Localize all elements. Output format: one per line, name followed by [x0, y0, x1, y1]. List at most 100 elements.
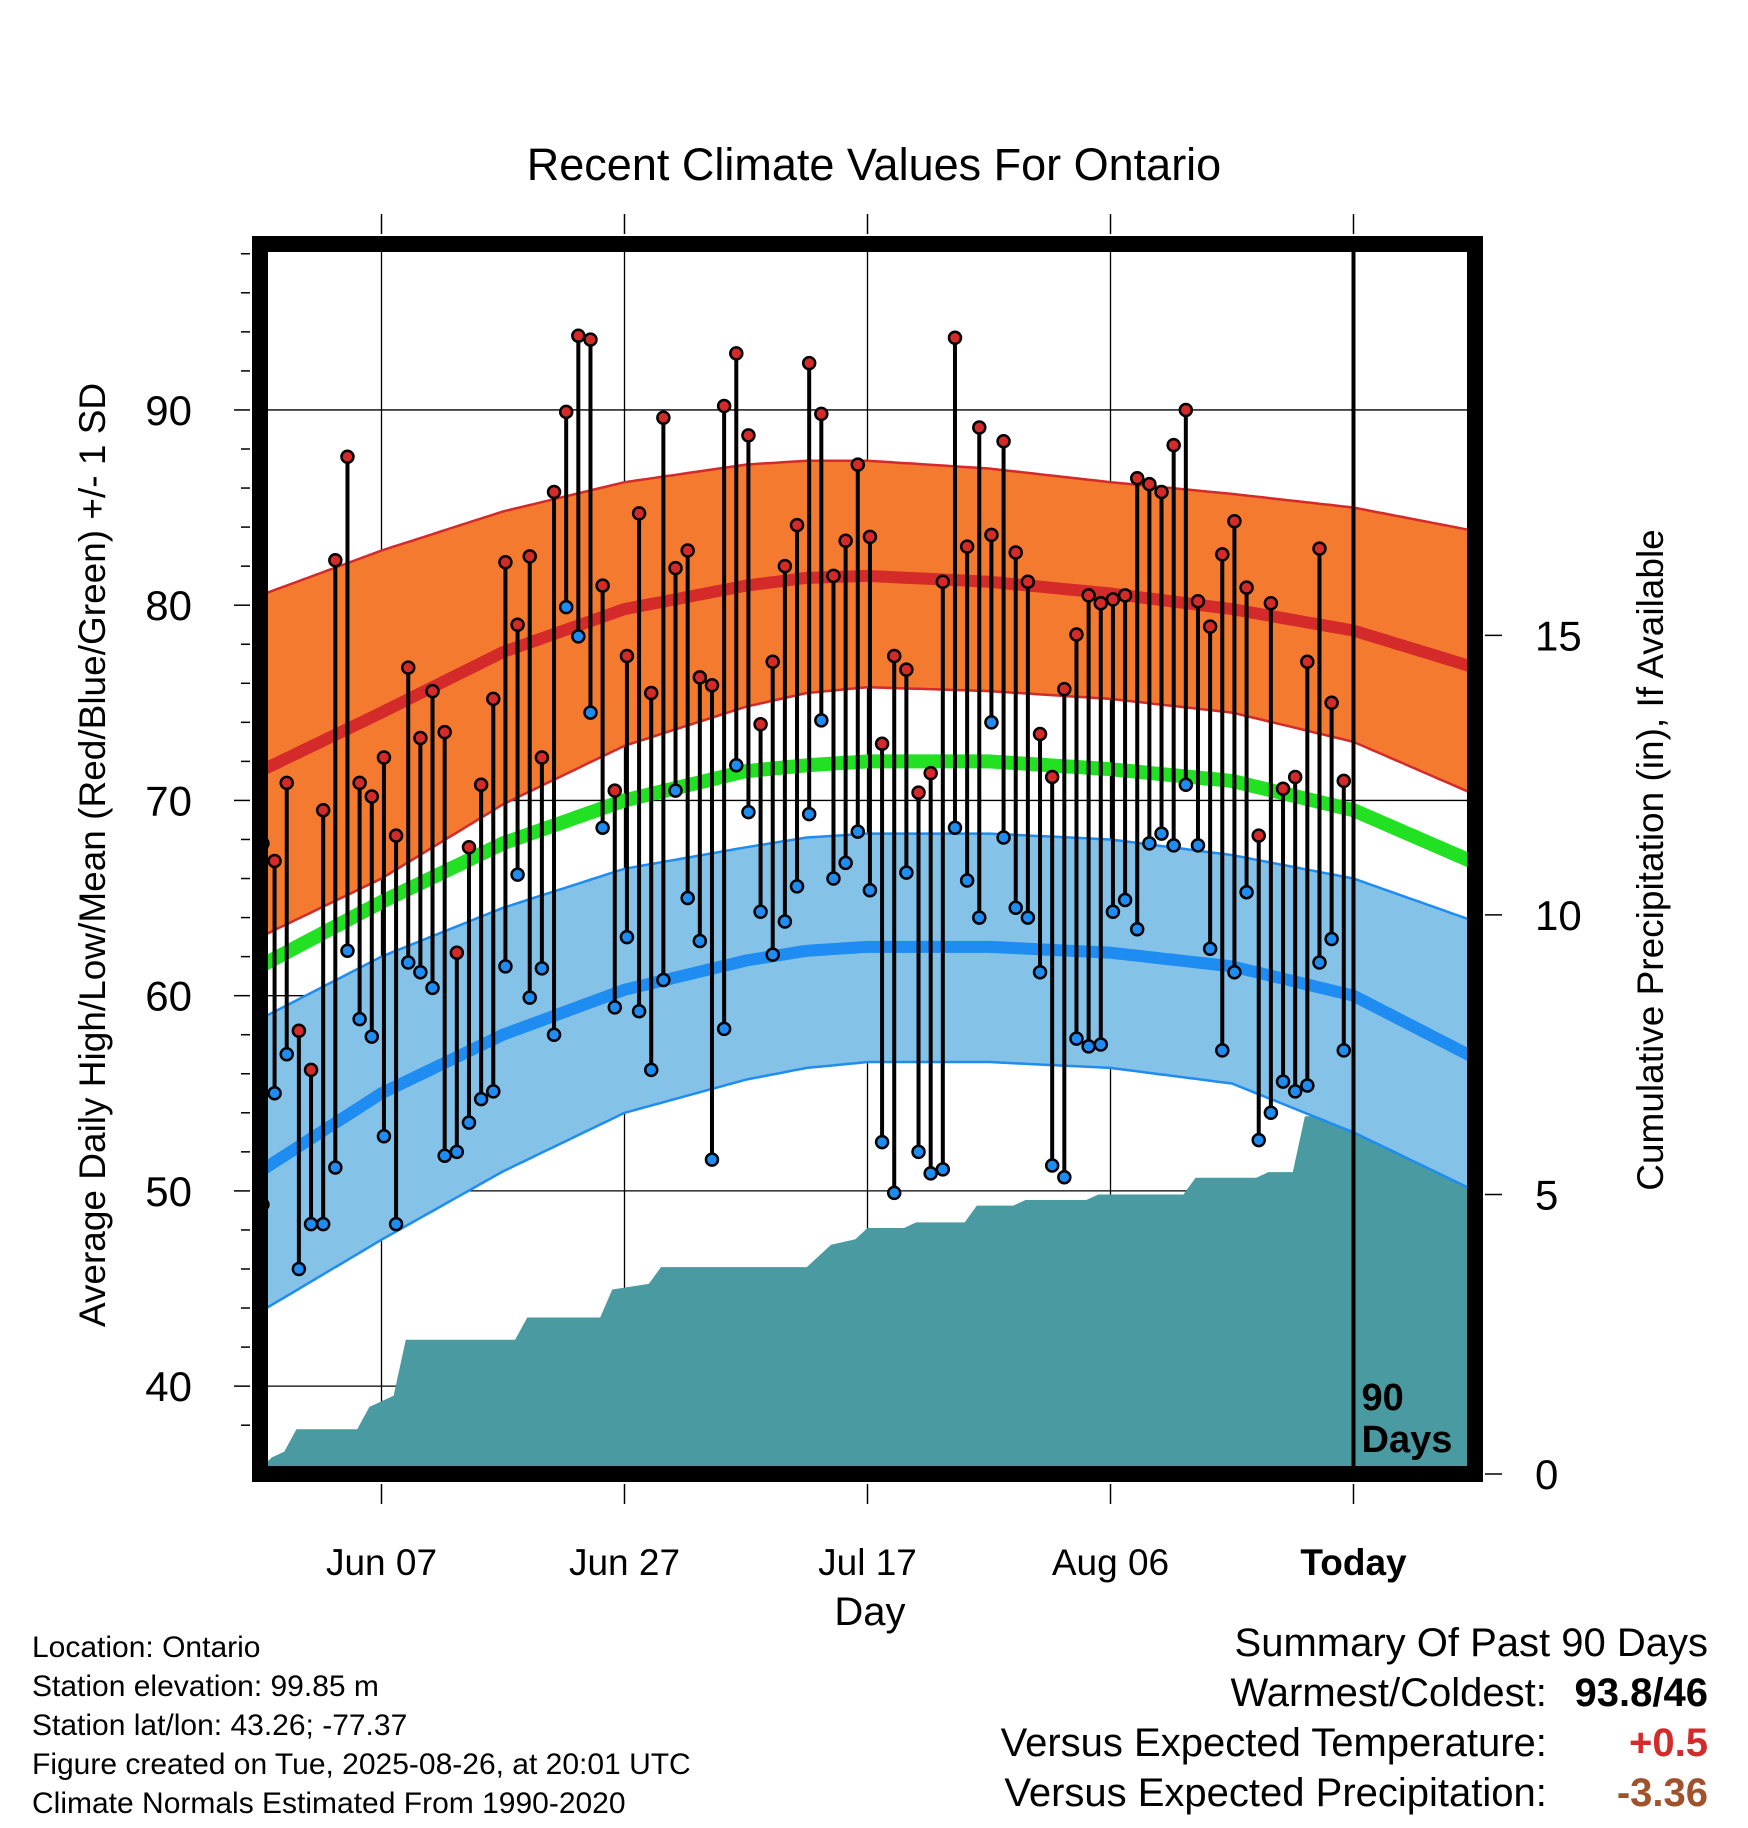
high-point-62 — [996, 433, 1011, 449]
high-point-46 — [801, 355, 817, 371]
high-point-70 — [1093, 595, 1109, 611]
high-point-40 — [729, 346, 744, 361]
low-point-5 — [303, 1216, 319, 1232]
low-point-23 — [522, 990, 537, 1005]
high-point-58 — [947, 330, 963, 345]
coldest-value: 46 — [1663, 1671, 1709, 1715]
low-point-90 — [1336, 1043, 1352, 1058]
low-point-78 — [1190, 838, 1206, 853]
low-point-46 — [801, 806, 817, 822]
high-point-81 — [1227, 513, 1242, 529]
x-tick-label-70: Aug 06 — [1052, 1542, 1169, 1583]
y2-tick-label-5: 5 — [1535, 1171, 1558, 1218]
high-point-50 — [850, 457, 866, 472]
low-point-25 — [546, 1027, 562, 1042]
high-point-37 — [692, 670, 708, 685]
high-point-3 — [279, 775, 294, 791]
high-point-71 — [1105, 592, 1121, 607]
low-point-89 — [1324, 931, 1339, 947]
precip-departure-value: -3.36 — [1616, 1771, 1708, 1815]
high-point-4 — [291, 1023, 307, 1039]
low-point-26 — [558, 599, 574, 615]
low-point-79 — [1202, 941, 1218, 957]
low-point-3 — [279, 1046, 294, 1062]
low-point-19 — [473, 1091, 489, 1107]
low-point-39 — [716, 1021, 732, 1037]
high-point-33 — [643, 685, 659, 701]
high-point-38 — [704, 677, 720, 693]
high-point-11 — [376, 750, 392, 765]
precip-area — [260, 1105, 1475, 1474]
high-point-63 — [1008, 545, 1023, 560]
high-point-86 — [1287, 769, 1303, 785]
low-point-63 — [1008, 900, 1023, 916]
high-point-66 — [1044, 769, 1060, 785]
low-point-43 — [765, 947, 780, 962]
x-tick-label-10: Jun 07 — [326, 1542, 437, 1583]
warmest-coldest-label: Warmest/Coldest: — [1230, 1671, 1547, 1715]
low-point-8 — [340, 943, 355, 959]
low-point-64 — [1020, 910, 1036, 925]
low-point-86 — [1287, 1084, 1303, 1099]
low-point-20 — [486, 1084, 501, 1099]
low-point-45 — [789, 879, 805, 894]
location-text: Location: Ontario — [32, 1631, 261, 1664]
plot-frame — [252, 236, 1483, 1482]
high-point-72 — [1117, 588, 1133, 603]
low-point-80 — [1215, 1043, 1230, 1058]
low-point-30 — [607, 1000, 623, 1015]
high-point-44 — [777, 558, 793, 574]
high-point-13 — [400, 660, 416, 675]
low-point-51 — [862, 882, 878, 898]
high-point-23 — [522, 549, 537, 564]
low-point-9 — [352, 1011, 367, 1027]
y2-axis-label: Cumulative Precipitation (in), If Availa… — [1630, 529, 1671, 1191]
high-point-67 — [1057, 681, 1072, 697]
high-point-69 — [1081, 588, 1096, 603]
low-point-62 — [996, 830, 1011, 845]
high-point-45 — [789, 517, 805, 533]
elevation-text: Station elevation: 99.85 m — [32, 1670, 379, 1703]
low-point-21 — [498, 959, 513, 974]
high-point-78 — [1190, 594, 1206, 609]
high-point-42 — [753, 717, 768, 732]
low-point-61 — [984, 715, 999, 730]
y-tick-label-50: 50 — [145, 1168, 192, 1215]
high-point-28 — [583, 332, 598, 347]
high-point-34 — [656, 410, 671, 426]
low-point-17 — [449, 1144, 465, 1160]
high-point-52 — [874, 736, 890, 752]
high-point-9 — [352, 775, 367, 791]
low-point-88 — [1312, 955, 1327, 970]
high-point-17 — [449, 945, 465, 960]
high-point-24 — [534, 750, 550, 765]
high-point-76 — [1166, 437, 1181, 453]
low-point-72 — [1117, 892, 1133, 908]
high-point-87 — [1300, 654, 1315, 670]
warmest-coldest-row: Warmest/Coldest: 93.8/46 — [1001, 1668, 1709, 1718]
low-point-82 — [1239, 884, 1254, 900]
created-text: Figure created on Tue, 2025-08-26, at 20… — [32, 1748, 691, 1781]
low-point-66 — [1044, 1158, 1060, 1173]
high-point-47 — [814, 406, 829, 422]
high-point-54 — [899, 662, 914, 677]
low-point-84 — [1263, 1105, 1279, 1121]
low-point-16 — [437, 1148, 452, 1164]
low-point-32 — [631, 1004, 647, 1019]
low-point-67 — [1057, 1169, 1072, 1185]
low-point-69 — [1081, 1039, 1096, 1054]
high-point-56 — [923, 765, 938, 781]
temp-departure-row: Versus Expected Temperature: +0.5 — [1001, 1718, 1708, 1768]
low-point-85 — [1275, 1074, 1291, 1089]
high-point-18 — [461, 840, 477, 855]
warmest-coldest-value: 93.8/46 — [1574, 1671, 1709, 1715]
summary-header: Summary Of Past 90 Days — [1234, 1621, 1708, 1665]
low-point-2 — [267, 1086, 282, 1101]
low-point-57 — [935, 1162, 951, 1177]
low-point-7 — [328, 1160, 343, 1175]
today-days-number: 90 — [1362, 1377, 1404, 1419]
high-point-90 — [1336, 773, 1352, 789]
today-days-word: Days — [1362, 1419, 1453, 1461]
high-point-29 — [595, 578, 610, 593]
